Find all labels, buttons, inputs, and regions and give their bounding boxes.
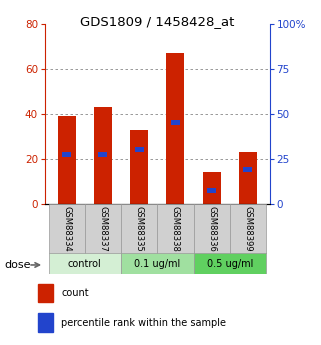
Bar — [130, 130, 148, 204]
Bar — [99, 152, 108, 157]
Text: count: count — [61, 288, 89, 298]
Bar — [121, 204, 157, 254]
Text: GSM88399: GSM88399 — [243, 206, 252, 252]
Bar — [230, 204, 266, 254]
Bar — [171, 120, 180, 125]
Text: GSM88338: GSM88338 — [171, 206, 180, 252]
Bar — [194, 204, 230, 254]
Bar — [207, 188, 216, 193]
Text: percentile rank within the sample: percentile rank within the sample — [61, 317, 226, 327]
Bar — [203, 172, 221, 204]
Bar — [48, 204, 85, 254]
Text: GSM88337: GSM88337 — [99, 206, 108, 252]
Text: GSM88334: GSM88334 — [62, 206, 71, 252]
Bar — [166, 53, 185, 204]
Bar — [194, 253, 266, 274]
Bar — [239, 152, 257, 204]
Text: GSM88335: GSM88335 — [135, 206, 144, 252]
Bar — [38, 284, 53, 302]
Bar — [38, 313, 53, 332]
Text: 0.5 ug/ml: 0.5 ug/ml — [207, 259, 253, 268]
Bar — [243, 167, 252, 172]
Text: 0.1 ug/ml: 0.1 ug/ml — [134, 259, 180, 268]
Text: GDS1809 / 1458428_at: GDS1809 / 1458428_at — [80, 16, 234, 29]
Bar — [62, 152, 71, 157]
Bar — [157, 204, 194, 254]
Bar — [85, 204, 121, 254]
Bar — [134, 147, 144, 152]
Text: control: control — [68, 259, 102, 268]
Bar — [48, 253, 121, 274]
Bar — [94, 107, 112, 204]
Text: dose: dose — [5, 260, 31, 270]
Text: GSM88336: GSM88336 — [207, 206, 216, 252]
Bar — [121, 253, 194, 274]
Bar — [58, 116, 76, 204]
